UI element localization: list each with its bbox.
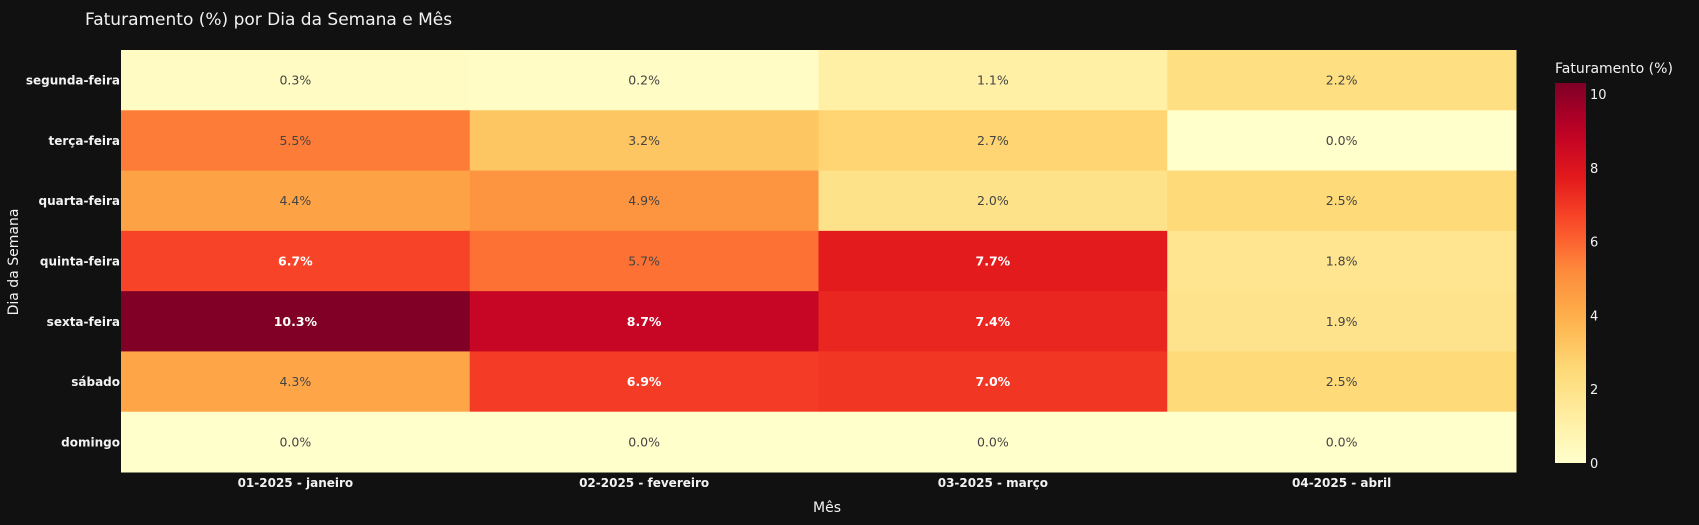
- colorbar-tick-label: 6: [1590, 236, 1598, 251]
- colorbar-tick-label: 8: [1590, 162, 1598, 177]
- heatmap-cells: 0.3% 0.2% 1.1% 2.2% 5.5% 3.2% 2.7% 0.0% 4.4% 4.9%…: [121, 50, 1517, 473]
- heatmap-cell: [818, 110, 1168, 172]
- cell-value-label: 4.4%: [279, 193, 311, 208]
- y-tick-label: domingo: [61, 435, 120, 449]
- heatmap-cell: [469, 170, 819, 232]
- heatmap-cell: [469, 411, 819, 473]
- x-axis-title: Mês: [813, 500, 841, 516]
- heatmap-cell: [1167, 230, 1517, 292]
- heatmap-cell: [469, 110, 819, 172]
- y-tick-label: segunda-feira: [26, 74, 120, 88]
- cell-value-label: 0.0%: [977, 434, 1009, 449]
- colorbar-tick-label: 0: [1590, 457, 1598, 472]
- heatmap-cell: [121, 110, 471, 172]
- cell-value-label: 10.3%: [274, 314, 318, 329]
- colorbar-title: Faturamento (%): [1555, 61, 1673, 77]
- y-tick-label: terça-feira: [49, 134, 120, 148]
- colorbar-tick-label: 10: [1590, 88, 1607, 103]
- cell-value-label: 1.9%: [1326, 314, 1358, 329]
- heatmap-cell: [818, 291, 1168, 352]
- cell-value-label: 3.2%: [628, 133, 660, 148]
- heatmap-cell: [121, 230, 471, 292]
- cell-value-label: 7.0%: [976, 374, 1011, 389]
- y-tick-label: sábado: [71, 375, 120, 389]
- heatmap-cell: [469, 351, 819, 413]
- heatmap-cell: [1167, 411, 1517, 473]
- y-axis-title: Dia da Semana: [6, 209, 22, 316]
- heatmap-cell: [818, 230, 1168, 292]
- cell-value-label: 7.4%: [976, 314, 1011, 329]
- cell-value-label: 2.5%: [1326, 374, 1358, 389]
- x-tick-label: 03-2025 - março: [938, 476, 1048, 490]
- heatmap-cell: [121, 411, 471, 473]
- cell-value-label: 5.7%: [628, 254, 660, 269]
- heatmap-cell: [818, 170, 1168, 232]
- cell-value-label: 0.0%: [628, 434, 660, 449]
- cell-value-label: 2.2%: [1326, 73, 1358, 88]
- y-tick-labels: segunda-feira terça-feira quarta-feira quin…: [26, 74, 120, 450]
- cell-value-label: 0.0%: [279, 434, 311, 449]
- heatmap-cell: [818, 411, 1168, 473]
- heatmap-cell: [121, 291, 471, 352]
- heatmap-cell: [121, 50, 471, 111]
- cell-value-label: 1.8%: [1326, 254, 1358, 269]
- cell-value-label: 0.0%: [1326, 133, 1358, 148]
- heatmap-cell: [1167, 110, 1517, 172]
- cell-value-label: 4.3%: [279, 374, 311, 389]
- colorbar-tick-label: 2: [1590, 383, 1598, 398]
- cell-value-label: 4.9%: [628, 193, 660, 208]
- x-tick-label: 01-2025 - janeiro: [238, 476, 354, 490]
- heatmap-cell: [1167, 50, 1517, 111]
- colorbar-ticks: 0 2 4 6 8 10: [1590, 88, 1607, 472]
- cell-value-label: 2.7%: [977, 133, 1009, 148]
- heatmap-cell: [818, 351, 1168, 413]
- y-tick-label: quinta-feira: [40, 255, 120, 269]
- colorbar: [1555, 83, 1586, 463]
- y-tick-label: sexta-feira: [47, 315, 120, 329]
- cell-value-label: 5.5%: [279, 133, 311, 148]
- cell-value-label: 0.2%: [628, 73, 660, 88]
- x-tick-labels: 01-2025 - janeiro 02-2025 - fevereiro 03-2…: [238, 476, 1392, 490]
- cell-value-label: 7.7%: [976, 254, 1011, 269]
- cell-value-label: 8.7%: [627, 314, 662, 329]
- heatmap-cell: [1167, 170, 1517, 232]
- heatmap-cell: [121, 351, 471, 413]
- heatmap-cell: [818, 50, 1168, 111]
- heatmap-cell: [121, 170, 471, 232]
- cell-value-label: 2.5%: [1326, 193, 1358, 208]
- x-tick-label: 04-2025 - abril: [1292, 476, 1391, 490]
- heatmap-cell: [469, 230, 819, 292]
- chart-title: Faturamento (%) por Dia da Semana e Mês: [85, 10, 452, 30]
- cell-value-label: 1.1%: [977, 73, 1009, 88]
- cell-value-label: 0.3%: [279, 73, 311, 88]
- heatmap-cell: [1167, 351, 1517, 413]
- cell-value-label: 2.0%: [977, 193, 1009, 208]
- cell-value-label: 6.7%: [278, 254, 313, 269]
- heatmap-cell: [1167, 291, 1517, 352]
- cell-value-label: 0.0%: [1326, 434, 1358, 449]
- colorbar-tick-label: 4: [1590, 309, 1598, 324]
- x-tick-label: 02-2025 - fevereiro: [579, 476, 709, 490]
- heatmap-cell: [469, 50, 819, 111]
- y-tick-label: quarta-feira: [39, 194, 120, 208]
- heatmap-cell: [469, 291, 819, 352]
- cell-value-label: 6.9%: [627, 374, 662, 389]
